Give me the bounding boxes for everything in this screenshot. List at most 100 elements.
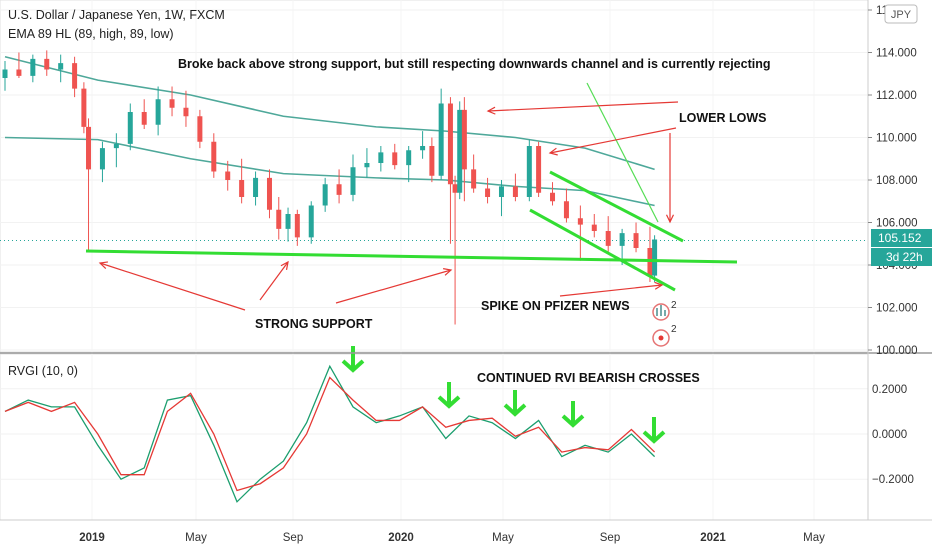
candle <box>364 148 370 178</box>
arrow-shaft <box>559 284 663 297</box>
candle-body <box>378 152 384 163</box>
ema-low-line <box>4 136 655 207</box>
candle <box>127 103 133 151</box>
candle <box>285 207 291 242</box>
chart-title: U.S. Dollar / Japanese Yen, 1W, FXCM <box>8 8 225 22</box>
candle <box>452 175 458 325</box>
candle <box>155 86 161 136</box>
candle <box>577 205 583 261</box>
candle-body <box>86 126 92 170</box>
arrow-head <box>665 214 675 224</box>
price-tick-label: 110.000 <box>876 133 917 145</box>
arrow-head <box>280 260 289 270</box>
price-tick-label: 108.000 <box>876 175 918 187</box>
candle <box>498 180 504 217</box>
down-arrow-head <box>437 395 461 409</box>
candle-body <box>285 214 291 229</box>
annotation-pfizer-spike: SPIKE ON PFIZER NEWS <box>481 299 630 313</box>
down-arrow-5 <box>642 417 666 444</box>
candle <box>2 61 8 91</box>
support-line <box>85 249 738 264</box>
candle <box>58 54 64 83</box>
candle <box>336 169 342 204</box>
candle <box>72 56 78 98</box>
currency-badge[interactable]: JPY <box>884 4 918 24</box>
candle-body <box>99 148 105 170</box>
candle-body <box>447 103 453 185</box>
price-tick-label: 106.000 <box>876 218 918 230</box>
candle-body <box>461 109 467 170</box>
candle-body <box>58 63 64 70</box>
arrow-head <box>486 106 496 115</box>
arrow-lower-lows <box>665 133 675 224</box>
candle-body <box>81 88 87 127</box>
candle <box>30 54 36 83</box>
candle <box>438 88 444 180</box>
candle <box>420 131 426 159</box>
candle <box>197 109 203 149</box>
candle-body <box>577 218 583 225</box>
candle-body <box>536 146 542 193</box>
time-tick-label: Sep <box>283 532 303 544</box>
candle <box>457 101 463 200</box>
down-arrow-4 <box>561 401 585 428</box>
down-arrow-head <box>503 403 527 417</box>
event-badge-news[interactable]: 2 <box>652 324 677 347</box>
candle-body <box>350 167 356 195</box>
price-tick-label: 100.000 <box>876 345 918 357</box>
candle-body <box>619 233 625 246</box>
event-badge-earnings[interactable]: 2 <box>652 300 677 321</box>
candle-body <box>225 171 231 180</box>
down-arrow-head <box>561 414 585 428</box>
candle <box>169 86 175 117</box>
arrow-shaft <box>259 261 289 301</box>
last-price-text: 105.152 <box>878 231 922 245</box>
candle <box>322 177 328 212</box>
time-tick-label: May <box>185 532 207 544</box>
candle-body <box>266 177 272 210</box>
rvgi-series <box>4 364 656 503</box>
candle <box>86 118 92 253</box>
candle-body <box>141 112 147 125</box>
candle-body <box>633 233 639 248</box>
candle <box>350 154 356 202</box>
rvgi-tick-label: −0.2000 <box>872 474 914 486</box>
candle-body <box>406 150 412 166</box>
channel-upper-line <box>549 170 684 243</box>
price-tick-label: 102.000 <box>876 303 918 315</box>
last-price-label: 105.152 <box>871 229 932 247</box>
candle-body <box>336 184 342 195</box>
time-tick-label: 2020 <box>388 532 414 544</box>
candle-body <box>30 58 36 76</box>
arrow-head <box>98 261 109 269</box>
annotation-rvi-crosses: CONTINUED RVI BEARISH CROSSES <box>477 371 700 385</box>
price-tick-label: 112.000 <box>876 90 917 102</box>
candle <box>239 158 245 204</box>
candle <box>461 97 467 202</box>
candle-body <box>485 188 491 197</box>
countdown-text: 3d 22h <box>886 250 923 264</box>
candle <box>211 133 217 178</box>
arrow-shaft <box>549 127 677 154</box>
candle-body <box>127 112 133 144</box>
arrow-support-left <box>98 261 246 311</box>
annotation-broke-back: Broke back above strong support, but sti… <box>178 57 771 71</box>
rvgi-line <box>4 364 656 503</box>
candle <box>485 177 491 204</box>
arrow-pfizer <box>559 281 664 297</box>
candle <box>294 209 300 246</box>
event-count-2: 2 <box>671 324 677 335</box>
candle-body <box>438 103 444 176</box>
arrow-head <box>443 268 453 276</box>
candle <box>113 133 119 168</box>
candle <box>308 201 314 244</box>
candle-body <box>276 209 282 229</box>
candle-body <box>457 109 463 193</box>
down-arrow-3 <box>503 390 527 417</box>
candle-body <box>2 69 8 78</box>
event-count-1: 2 <box>671 300 677 311</box>
candle-body <box>308 205 314 238</box>
candle <box>652 235 658 282</box>
candle-body <box>169 99 175 108</box>
